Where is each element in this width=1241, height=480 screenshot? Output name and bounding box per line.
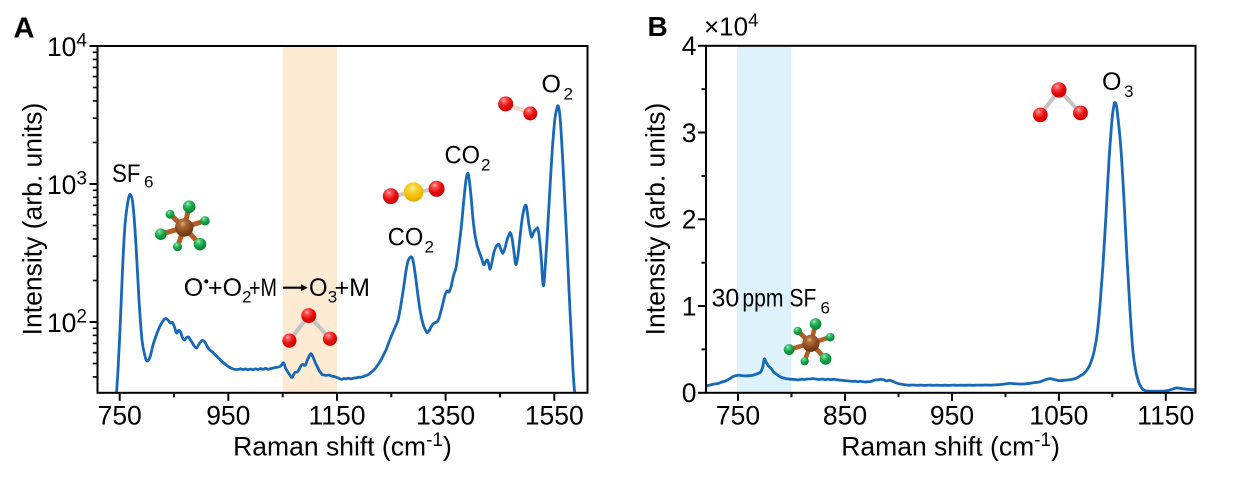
svg-text:ppm SF: ppm SF [742,285,816,313]
svg-text:1150: 1150 [1137,401,1194,431]
svg-text:2: 2 [425,237,434,256]
svg-text:Intensity (arb. units): Intensity (arb. units) [18,103,48,336]
svg-text:4: 4 [682,31,697,61]
svg-text:1350: 1350 [416,401,475,431]
svg-text:Raman shift (cm-1): Raman shift (cm-1) [233,430,452,462]
svg-text:950: 950 [930,401,974,431]
svg-text:1150: 1150 [309,401,366,431]
svg-text:CO: CO [388,223,424,251]
svg-text:1: 1 [682,291,697,321]
svg-text:Raman shift (cm-1): Raman shift (cm-1) [841,430,1060,462]
svg-text:2: 2 [682,205,697,235]
svg-text:750: 750 [716,401,760,431]
svg-text:A: A [14,13,35,45]
svg-text:O: O [184,274,203,302]
svg-text:950: 950 [206,401,250,431]
svg-text:850: 850 [823,401,867,431]
svg-text:O: O [1102,68,1121,96]
svg-text:2: 2 [564,85,573,104]
svg-text:2: 2 [481,156,490,175]
svg-text:B: B [648,11,668,42]
svg-text:750: 750 [98,401,142,431]
svg-text:3: 3 [682,118,697,148]
svg-text:+M: +M [249,274,277,302]
svg-text:+O: +O [208,274,242,302]
svg-text:O: O [309,274,328,302]
svg-text:2: 2 [242,288,251,307]
svg-text:+M: +M [335,274,370,302]
svg-text:1050: 1050 [1029,401,1088,431]
svg-text:CO: CO [445,142,481,170]
svg-text:1550: 1550 [525,401,584,431]
svg-text:6: 6 [821,299,830,318]
svg-text:Intensity (arb. units): Intensity (arb. units) [641,103,671,336]
svg-text:3: 3 [1124,82,1133,101]
svg-text:6: 6 [144,173,153,192]
svg-text:O: O [542,71,561,99]
svg-text:30: 30 [712,285,740,313]
svg-text:SF: SF [112,160,141,188]
svg-text:3: 3 [328,288,337,307]
svg-text:0: 0 [682,378,697,408]
